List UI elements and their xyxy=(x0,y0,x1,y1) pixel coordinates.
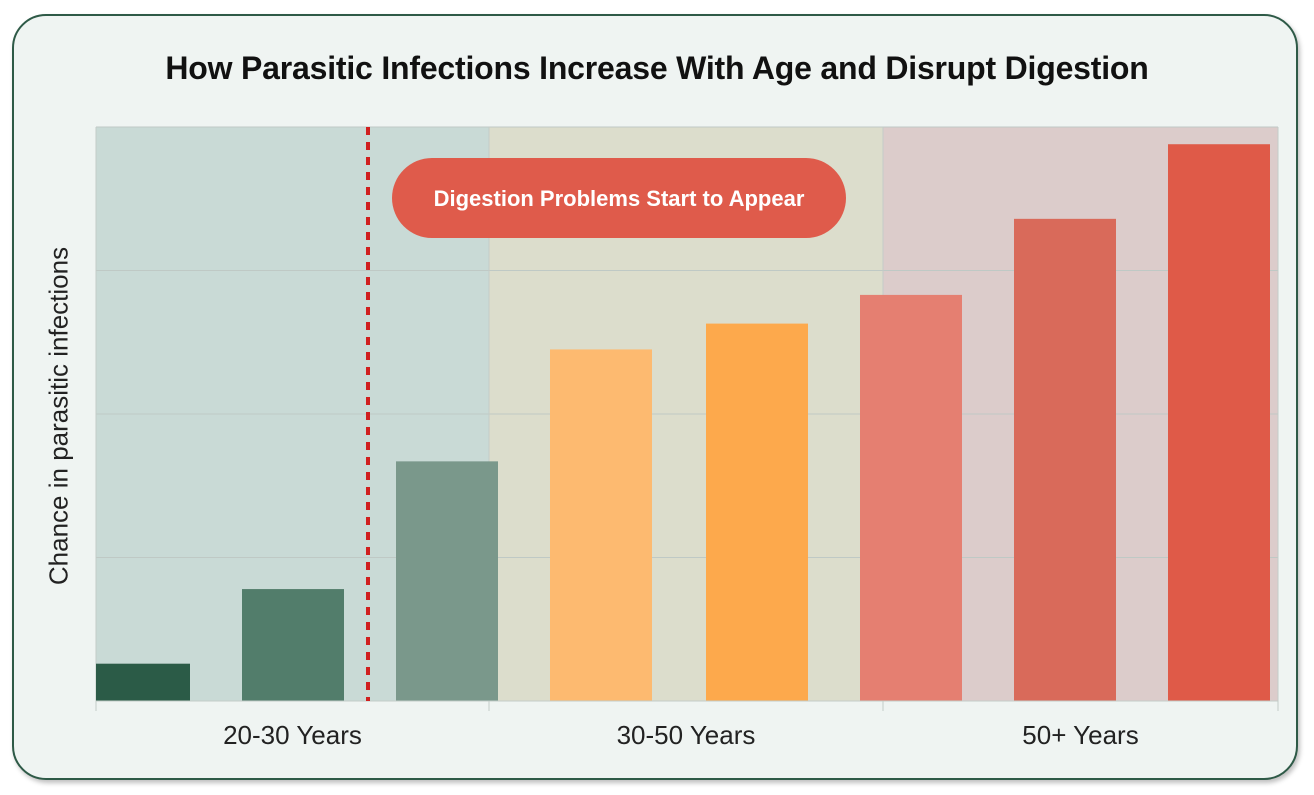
bar-8 xyxy=(1168,144,1270,702)
x-tick-label-3: 50+ Years xyxy=(1022,720,1138,750)
bar-4 xyxy=(550,349,652,701)
bar-3 xyxy=(396,461,498,701)
annotation-callout xyxy=(392,158,846,238)
bar-1 xyxy=(96,663,190,701)
chart-title: How Parasitic Infections Increase With A… xyxy=(165,50,1149,86)
bar-5 xyxy=(706,323,808,701)
x-tick-label-1: 20-30 Years xyxy=(223,720,362,750)
bar-7 xyxy=(1014,218,1116,701)
annotation-callout-text: Digestion Problems Start to Appear xyxy=(434,186,805,211)
x-tick-label-2: 30-50 Years xyxy=(617,720,756,750)
bar-6 xyxy=(860,294,962,701)
bar-2 xyxy=(242,589,344,701)
